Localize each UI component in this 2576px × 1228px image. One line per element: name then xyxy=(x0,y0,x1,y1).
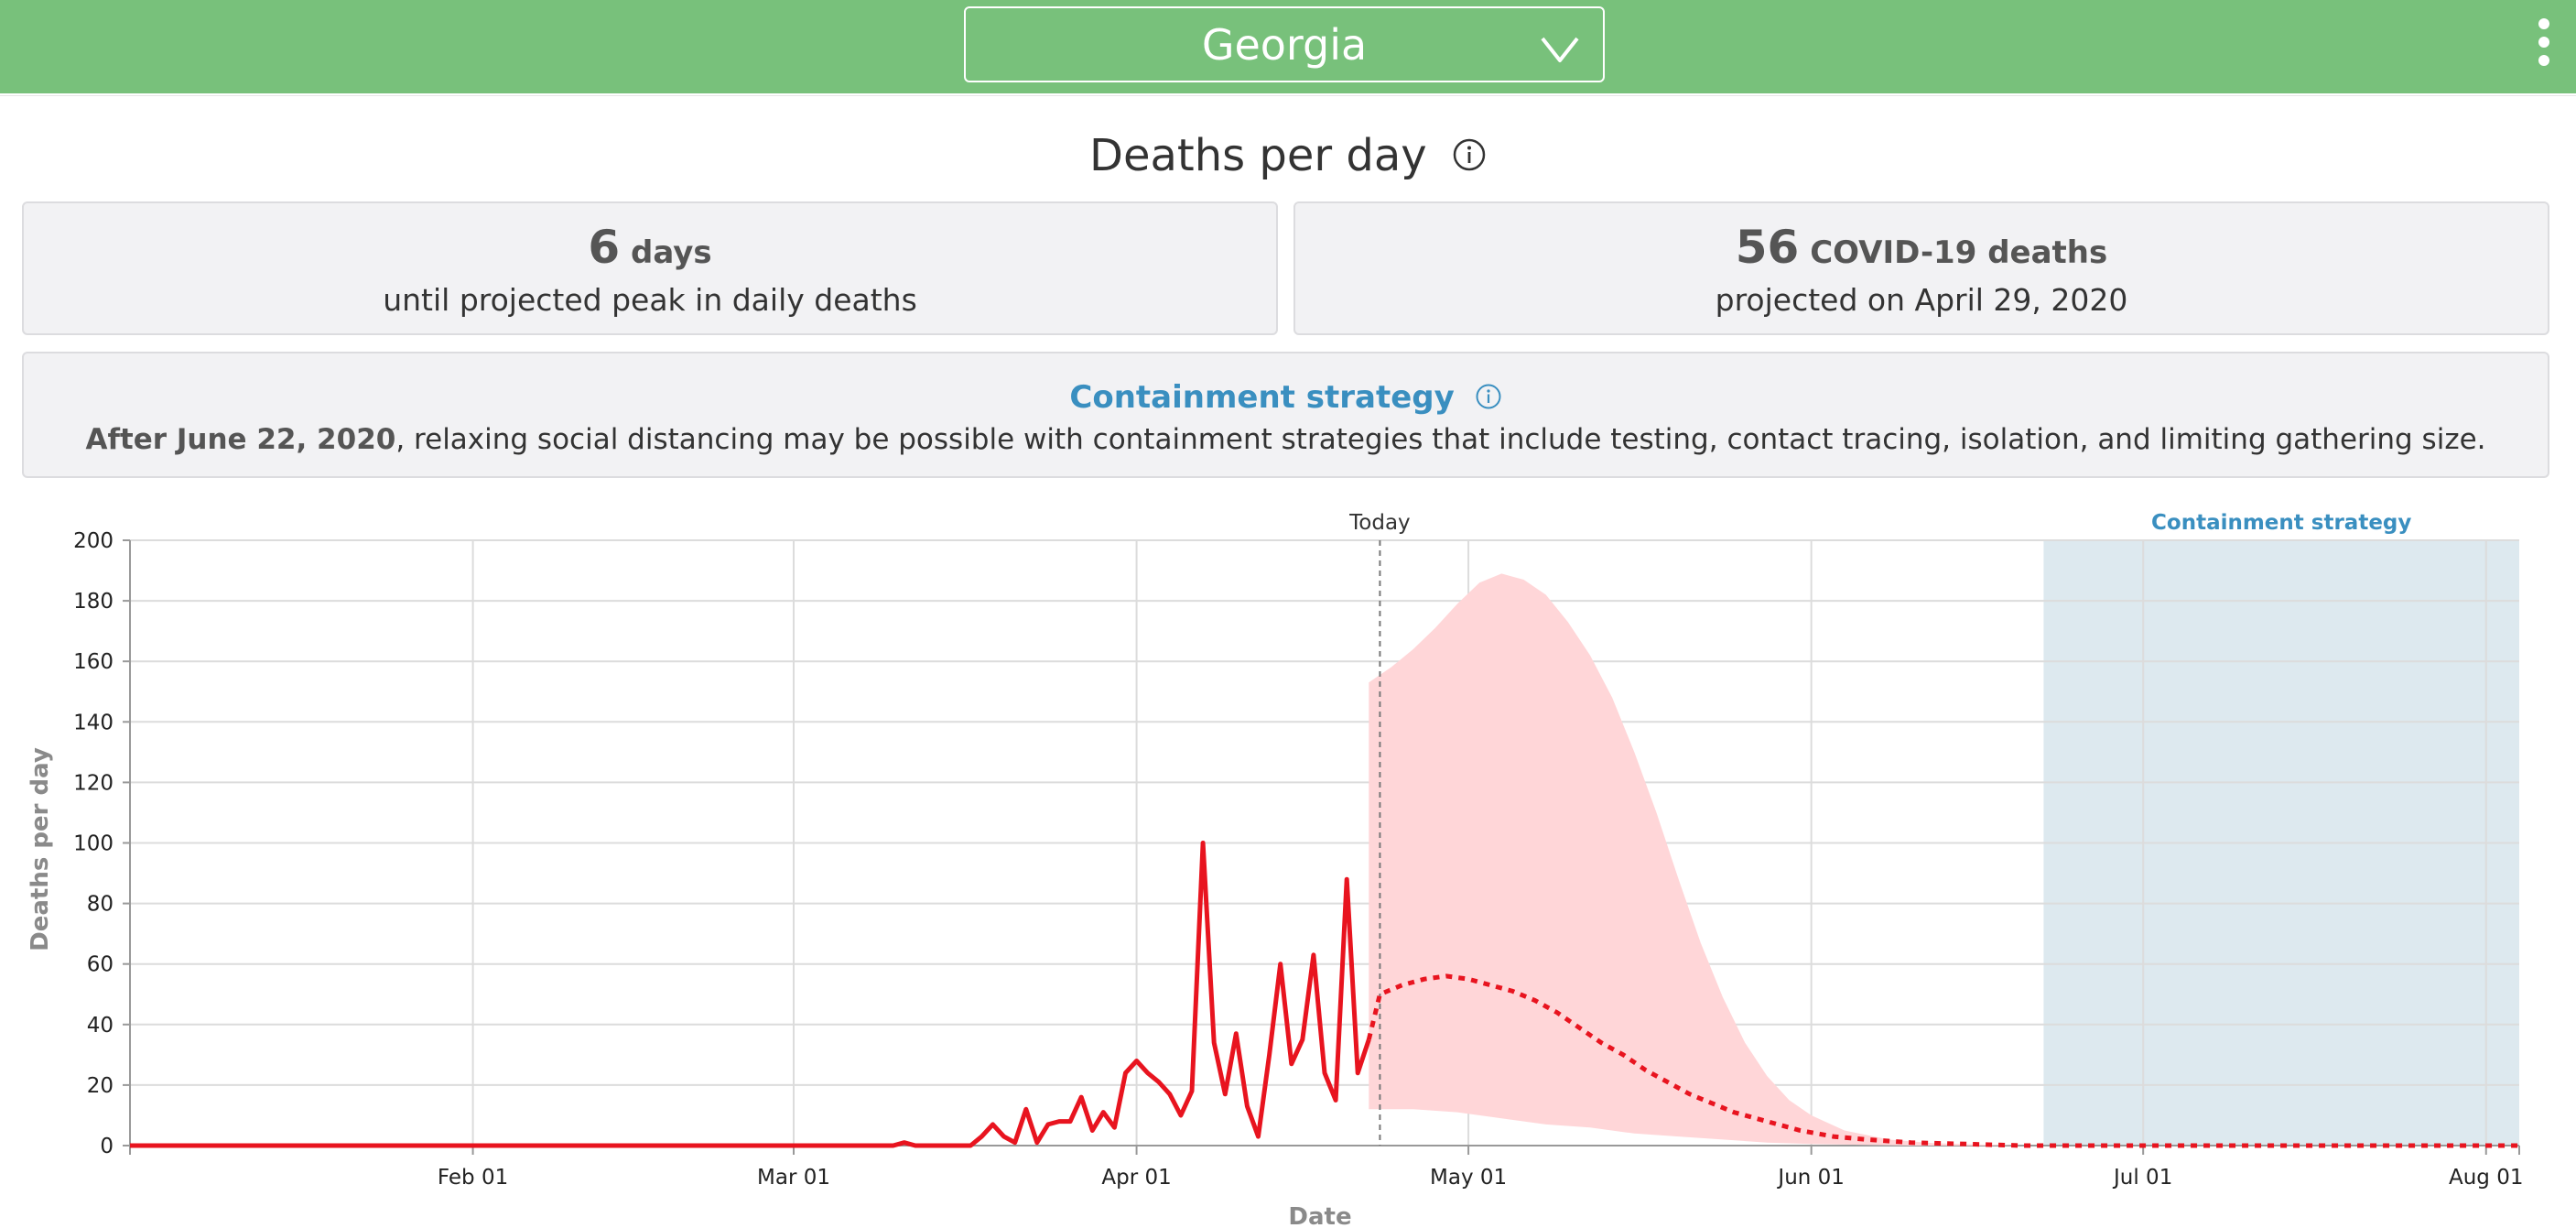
containment-region-label: Containment strategy xyxy=(2151,511,2411,535)
x-tick-label: Jul 01 xyxy=(2112,1166,2172,1190)
projected-deaths-caption: projected on April 29, 2020 xyxy=(1715,282,2128,318)
projected-deaths-value: 56 xyxy=(1735,221,1800,274)
containment-strategy-description: , relaxing social distancing may be poss… xyxy=(395,423,2486,456)
y-tick-label: 120 xyxy=(73,771,114,795)
x-tick-label: Mar 01 xyxy=(757,1166,830,1190)
info-icon[interactable] xyxy=(1475,383,1502,410)
peak-days-value: 6 xyxy=(588,221,621,274)
x-tick-label: Jun 01 xyxy=(1776,1166,1845,1190)
peak-days-card: 6 days until projected peak in daily dea… xyxy=(22,201,1278,335)
y-tick-label: 80 xyxy=(87,893,114,917)
projected-deaths-line xyxy=(1366,973,2519,1148)
y-tick-label: 40 xyxy=(87,1014,114,1038)
top-bar: Georgia xyxy=(0,0,2576,93)
deaths-chart: Containment strategy 0 20 40 60 80 100 120 140 16… xyxy=(0,494,2576,1227)
uncertainty-band xyxy=(1369,573,2022,1146)
y-tick-label: 180 xyxy=(73,590,114,614)
x-axis-title: Date xyxy=(1288,1203,1351,1227)
page-title-text: Deaths per day xyxy=(1089,130,1427,181)
y-tick-label: 200 xyxy=(73,529,114,553)
y-tick-label: 100 xyxy=(73,832,114,856)
y-tick-label: 0 xyxy=(100,1135,114,1158)
x-tick-label: Feb 01 xyxy=(438,1166,508,1190)
y-tick-label: 60 xyxy=(87,953,114,977)
peak-days-value-line: 6 days xyxy=(24,220,1276,280)
x-tick-label: May 01 xyxy=(1430,1166,1507,1190)
containment-strategy-title: Containment strategy xyxy=(1069,379,1455,416)
today-label: Today xyxy=(1348,511,1411,535)
y-axis-title: Deaths per day xyxy=(27,747,54,951)
y-tick-label: 20 xyxy=(87,1074,114,1098)
page-title: Deaths per day xyxy=(0,128,2576,183)
projected-deaths-card: 56 COVID-19 deaths projected on April 29… xyxy=(1293,201,2549,335)
containment-strategy-date: After June 22, 2020 xyxy=(85,423,396,456)
observed-deaths-line xyxy=(130,841,1371,1148)
containment-strategy-heading: Containment strategy xyxy=(24,377,2548,418)
y-tick-label: 140 xyxy=(73,711,114,734)
x-tick-label: Apr 01 xyxy=(1101,1166,1171,1190)
projected-deaths-value-line: 56 COVID-19 deaths xyxy=(1295,220,2548,280)
projected-deaths-unit: COVID-19 deaths xyxy=(1810,234,2108,271)
more-vertical-icon[interactable] xyxy=(2534,18,2554,73)
x-tick-label: Aug 01 xyxy=(2449,1166,2524,1190)
state-dropdown[interactable]: Georgia xyxy=(964,6,1605,82)
info-icon[interactable] xyxy=(1452,137,1487,172)
peak-days-unit: days xyxy=(631,234,712,271)
peak-days-caption: until projected peak in daily deaths xyxy=(383,282,917,318)
chevron-down-icon xyxy=(1541,37,1579,62)
containment-strategy-card: Containment strategy After June 22, 2020… xyxy=(22,352,2549,478)
y-tick-label: 160 xyxy=(73,650,114,674)
state-dropdown-label: Georgia xyxy=(1201,20,1368,70)
containment-strategy-text: After June 22, 2020, relaxing social dis… xyxy=(24,419,2548,460)
deaths-chart-svg: Containment strategy 0 20 40 60 80 100 120 140 16… xyxy=(27,511,2524,1227)
